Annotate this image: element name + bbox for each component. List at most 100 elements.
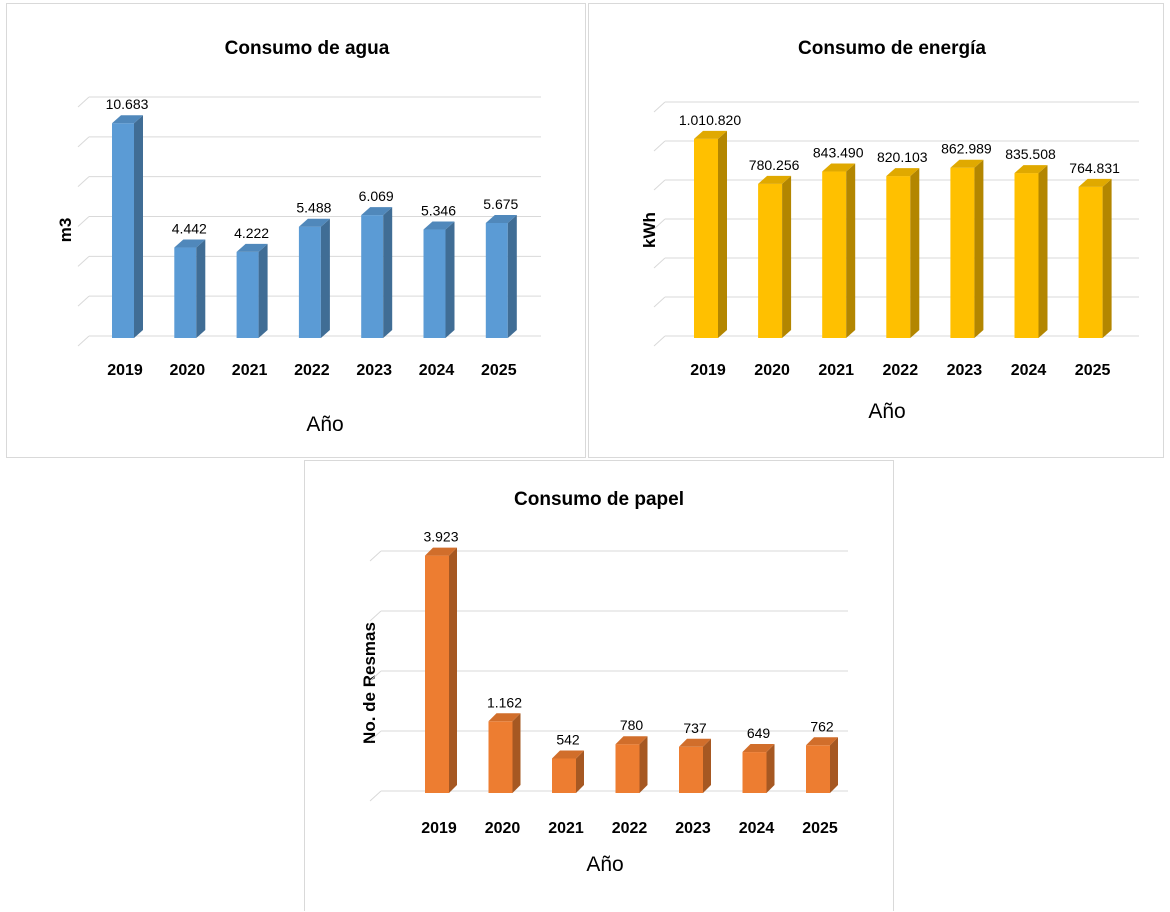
bar: [742, 752, 767, 793]
data-label: 4.442: [172, 221, 207, 237]
gridline-depth: [77, 96, 90, 108]
chart-title: Consumo de agua: [225, 38, 390, 59]
bar-side: [1102, 178, 1112, 338]
y-axis-label: kWh: [640, 212, 659, 248]
gridline-depth: [369, 730, 382, 742]
bar: [679, 746, 703, 793]
bar-side: [1038, 165, 1048, 338]
x-tick-label: 2022: [294, 362, 330, 379]
y-axis-label: m3: [56, 218, 75, 243]
bar-side: [449, 547, 457, 793]
x-axis-label: Año: [586, 853, 623, 876]
x-tick-label: 2021: [818, 362, 854, 379]
bar-side: [703, 738, 711, 793]
bar: [425, 555, 449, 793]
bar-top: [886, 168, 920, 177]
gridline-depth: [653, 257, 666, 269]
bar-top: [236, 243, 268, 252]
bar: [615, 744, 640, 793]
data-label: 780.256: [749, 157, 800, 173]
bar-side: [445, 221, 455, 338]
gridline-depth: [369, 790, 382, 802]
bar-top: [615, 736, 648, 745]
bar-top: [822, 163, 856, 172]
x-tick-label: 2024: [739, 820, 775, 837]
bar-side: [910, 168, 920, 338]
bar-side: [258, 243, 268, 338]
data-label: 1.010.820: [679, 112, 741, 128]
gridline-depth: [77, 295, 90, 307]
gridline-depth: [369, 550, 382, 562]
gridline-depth: [653, 218, 666, 230]
gridline-depth: [653, 179, 666, 191]
data-label: 5.675: [483, 196, 518, 212]
data-label: 835.508: [1005, 146, 1056, 162]
bar-top: [425, 547, 457, 556]
bar-top: [679, 738, 711, 747]
gridline-depth: [653, 101, 666, 113]
chart-panel-agua: Consumo de agua m3 Año 10.683 2019 4.442 20…: [6, 3, 586, 458]
x-tick-label: 2023: [947, 362, 983, 379]
x-tick-label: 2020: [754, 362, 790, 379]
chart-title: Consumo de energía: [798, 38, 986, 59]
x-tick-label: 2025: [802, 820, 838, 837]
bar-top: [298, 218, 330, 227]
bar-top: [552, 750, 584, 759]
bar-top: [361, 207, 393, 216]
bar-side: [846, 163, 856, 338]
bar-top: [1014, 165, 1048, 174]
x-tick-label: 2025: [1075, 362, 1111, 379]
gridline-depth: [77, 255, 90, 267]
chart-title: Consumo de papel: [514, 489, 684, 510]
x-tick-label: 2020: [170, 362, 206, 379]
bar: [552, 758, 576, 793]
data-label: 862.989: [941, 141, 992, 157]
bar: [298, 226, 321, 338]
gridline-depth: [653, 335, 666, 347]
bar-top: [174, 239, 206, 248]
bar: [1078, 186, 1103, 338]
data-label: 3.923: [423, 529, 458, 545]
bar-side: [507, 214, 517, 338]
data-label: 5.346: [421, 203, 456, 219]
gridline-depth: [77, 176, 90, 188]
data-label: 542: [556, 731, 580, 747]
data-label: 762: [810, 718, 834, 734]
x-tick-label: 2022: [883, 362, 919, 379]
bar-top: [758, 175, 792, 184]
bar-top: [1078, 178, 1112, 187]
x-tick-label: 2021: [232, 362, 268, 379]
bar: [822, 171, 847, 338]
bar: [1014, 173, 1039, 338]
data-label: 820.103: [877, 149, 928, 165]
bar: [806, 745, 830, 793]
x-tick-label: 2023: [356, 362, 392, 379]
bar: [886, 176, 911, 338]
bar-side: [766, 744, 775, 793]
bar-side: [383, 207, 393, 338]
bar-top: [423, 221, 455, 230]
x-tick-label: 2019: [690, 362, 726, 379]
gridline-depth: [369, 610, 382, 622]
gridline-depth: [653, 140, 666, 152]
bar: [112, 123, 134, 338]
gridline-depth: [77, 136, 90, 148]
bar: [485, 222, 508, 338]
bar-top: [488, 713, 521, 722]
bar: [694, 138, 718, 338]
bar-top: [742, 744, 775, 753]
bar-top: [485, 214, 517, 223]
bar-top: [806, 737, 838, 746]
x-axis-label: Año: [868, 400, 905, 423]
bar-side: [196, 239, 206, 338]
bar-side: [718, 130, 727, 338]
bar-side: [782, 175, 792, 338]
chart-agua: Consumo de agua m3 Año 10.683 2019 4.442 20…: [56, 38, 541, 436]
gridline-depth: [653, 296, 666, 308]
bar-side: [134, 115, 143, 338]
plot-area: 1.010.820 2019 780.256 2020 843.490 2021 820.1…: [653, 101, 1139, 379]
bar-top: [950, 159, 984, 168]
data-label: 780: [620, 717, 644, 733]
x-tick-label: 2025: [481, 362, 517, 379]
x-axis-label: Año: [306, 413, 343, 436]
